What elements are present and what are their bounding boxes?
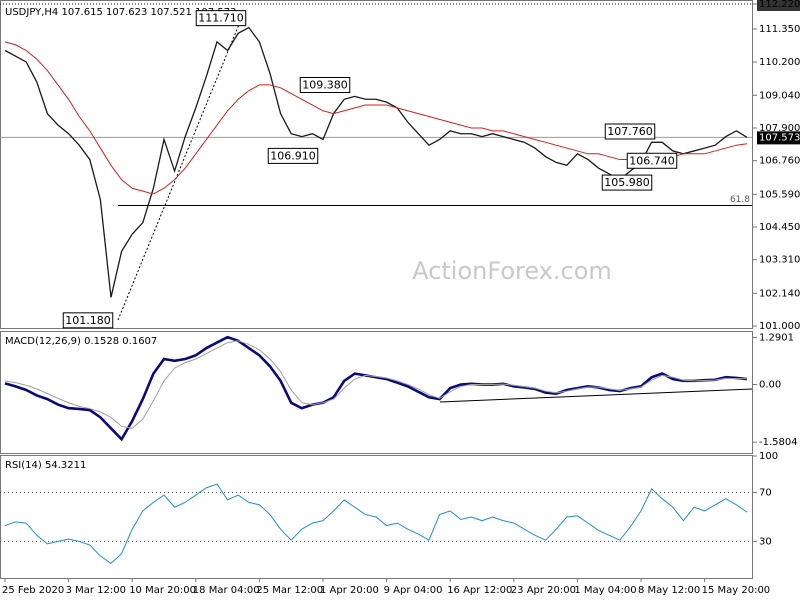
x-tick-label: 1 Apr 20:00 (320, 585, 379, 596)
price-annotation: 106.910 (270, 149, 316, 162)
y-tick-label: 110.200 (759, 57, 800, 68)
macd-trendline (439, 388, 753, 403)
y-tick-label: 106.760 (759, 156, 800, 167)
panel-title: RSI(14) 54.3211 (5, 460, 86, 471)
price-annotation: 106.740 (629, 154, 675, 167)
panel-title: MACD(12,26,9) 0.1528 0.1607 (5, 336, 157, 347)
current-price-label: 107.573 (759, 132, 800, 143)
panel-title: USDJPY,H4 107.615 107.623 107.521 107.57… (5, 7, 236, 18)
label-box (62, 312, 114, 329)
label-box (757, 131, 800, 145)
x-tick-label: 1 May 04:00 (574, 585, 636, 596)
macd-panel (0, 331, 753, 454)
y-tick-label: 105.590 (759, 189, 800, 200)
y-tick-label: 103.310 (759, 255, 800, 266)
x-tick-label: 18 Mar 04:00 (193, 585, 260, 596)
x-tick-label: 16 Apr 12:00 (447, 585, 512, 596)
label-box (267, 147, 319, 164)
y-tick-label: 104.450 (759, 222, 800, 233)
x-tick-label: 8 May 12:00 (638, 585, 700, 596)
y-tick-label: -1.5804 (759, 437, 798, 448)
x-tick-label: 25 Feb 2020 (2, 585, 64, 596)
y-tick-label: 0.00 (759, 380, 781, 391)
price-annotation: 101.180 (65, 314, 111, 327)
y-tick-label: 112.220 (759, 0, 800, 10)
y-tick-label: 109.040 (759, 90, 800, 101)
price-annotation: 107.760 (607, 125, 653, 138)
x-tick-label: 3 Mar 12:00 (66, 585, 126, 596)
label-box (757, 0, 800, 11)
x-tick-label: 10 Mar 20:00 (129, 585, 196, 596)
x-tick-label: 9 Apr 04:00 (384, 585, 443, 596)
series-line (4, 483, 748, 564)
y-tick-label: 107.900 (759, 123, 800, 134)
series-line (4, 41, 748, 195)
y-tick-label: 111.350 (759, 24, 800, 35)
x-tick-label: 15 May 20:00 (702, 585, 771, 596)
label-box (601, 174, 653, 191)
label-box (195, 10, 247, 27)
y-tick-label: 30 (759, 536, 772, 547)
fib-drawing (117, 21, 241, 321)
y-tick-label: 102.140 (759, 288, 800, 299)
price-annotation: 109.380 (302, 79, 348, 92)
y-tick-label: 1.2901 (759, 332, 794, 343)
y-tick-label: 101.000 (759, 321, 800, 332)
price-annotation: 105.980 (604, 176, 650, 189)
y-tick-label: 100 (759, 451, 778, 462)
watermark: ActionForex.com (412, 257, 612, 285)
label-box (604, 123, 656, 140)
price-annotation: 111.710 (198, 12, 244, 25)
y-tick-label: 70 (759, 488, 772, 499)
fib-label: 61.8 (730, 195, 750, 205)
rsi-panel (0, 455, 753, 579)
price-panel (0, 0, 753, 329)
x-tick-label: 25 Mar 12:00 (256, 585, 323, 596)
x-tick-label: 23 Apr 20:00 (511, 585, 576, 596)
series-line (4, 340, 747, 429)
label-box (299, 77, 351, 94)
label-box (626, 152, 678, 169)
